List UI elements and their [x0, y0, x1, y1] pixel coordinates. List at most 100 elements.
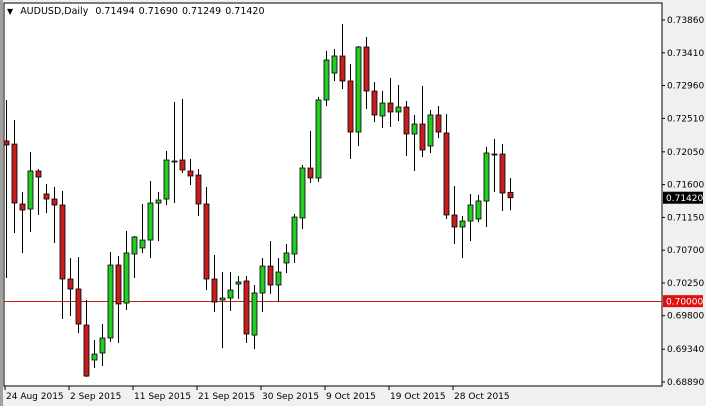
x-tick-label: 24 Aug 2015 — [6, 392, 64, 402]
y-tick-label: 0.72960 — [667, 82, 704, 92]
candle — [323, 51, 330, 107]
candle — [499, 144, 506, 211]
y-tick-label: 0.72050 — [667, 148, 704, 158]
y-tick-label: 0.72510 — [667, 114, 704, 124]
candle — [459, 216, 466, 259]
candles — [3, 24, 514, 378]
y-tick-label: 0.70700 — [667, 246, 704, 256]
bearish-candle-body — [267, 265, 274, 286]
bullish-candle-body — [107, 264, 114, 339]
y-tick-label: 0.73860 — [667, 16, 704, 26]
bearish-candle-body — [43, 193, 50, 200]
candle — [435, 106, 442, 138]
candle — [155, 192, 162, 241]
level-price-label-bg — [663, 295, 703, 308]
candle — [275, 258, 282, 303]
candle — [139, 203, 146, 254]
bullish-candle-body — [283, 252, 290, 264]
current-price-label-bg — [663, 191, 703, 204]
bullish-candle-body — [163, 159, 170, 200]
candle — [443, 114, 450, 219]
y-tick-label: 0.69340 — [667, 345, 704, 355]
x-tick-label: 2 Sep 2015 — [70, 392, 121, 402]
candle — [267, 240, 274, 295]
x-tick-label: 28 Oct 2015 — [454, 392, 510, 402]
candle — [3, 99, 10, 278]
chart-header: ▼ AUDUSD,Daily 0.71494 0.71690 0.71249 0.71… — [7, 6, 269, 17]
candle — [107, 251, 114, 343]
bearish-candle-body — [19, 203, 26, 211]
bearish-candle-body — [403, 106, 410, 135]
current-price-label: 0.71420 — [666, 194, 703, 204]
candle — [51, 187, 58, 244]
bearish-candle-body — [435, 114, 442, 133]
x-tick-label: 9 Oct 2015 — [326, 392, 376, 402]
left-border — [0, 0, 3, 406]
candle — [75, 257, 82, 333]
candle — [507, 178, 514, 211]
candle — [211, 255, 218, 313]
y-tick-label: 0.73410 — [667, 49, 704, 59]
bullish-candle-body — [299, 167, 306, 219]
bearish-candle-body — [387, 102, 394, 113]
y-tick-label: 0.71600 — [667, 181, 704, 191]
bearish-candle-body — [307, 167, 314, 179]
bullish-candle-body — [219, 297, 226, 301]
level-price-label: 0.70000 — [666, 298, 703, 308]
bullish-candle-body — [331, 55, 338, 74]
bullish-candle-body — [139, 239, 146, 249]
bearish-candle-body — [451, 214, 458, 228]
bearish-candle-body — [35, 170, 42, 178]
candle — [283, 243, 290, 274]
x-tick-label: 19 Oct 2015 — [390, 392, 446, 402]
x-tick-label: 30 Sep 2015 — [262, 392, 319, 402]
ohlc-high: 0.71690 — [138, 6, 178, 17]
candle — [307, 131, 314, 184]
dropdown-triangle-icon[interactable]: ▼ — [7, 7, 14, 16]
candle — [331, 48, 338, 81]
candle — [123, 231, 130, 311]
bullish-candle-body — [147, 202, 154, 241]
bearish-candle-body — [195, 174, 202, 205]
candle — [83, 299, 90, 378]
candle — [227, 272, 234, 311]
bearish-candle-body — [499, 153, 506, 194]
candle — [355, 46, 362, 147]
bullish-candle-body — [467, 204, 474, 222]
bearish-candle-body — [203, 203, 210, 280]
candle — [347, 63, 354, 159]
ohlc-close: 0.71420 — [225, 6, 265, 17]
candle — [147, 181, 154, 259]
bullish-candle-body — [355, 46, 362, 133]
bearish-candle-body — [51, 198, 58, 206]
candle — [59, 191, 66, 319]
candle — [363, 36, 370, 110]
candle — [219, 272, 226, 349]
candle — [19, 192, 26, 254]
candle — [35, 169, 42, 215]
bullish-candle-body — [131, 236, 138, 255]
bullish-candle-body — [123, 252, 130, 304]
bearish-candle-body — [211, 278, 218, 303]
y-axis: 0.73860 0.73410 0.72960 0.72510 0.72050 0.716… — [662, 16, 704, 388]
bullish-candle-body — [427, 114, 434, 147]
candle — [387, 77, 394, 127]
candle — [91, 340, 98, 369]
bullish-candle-body — [227, 289, 234, 299]
bearish-candle-body — [59, 204, 66, 280]
candle — [243, 276, 250, 344]
candle — [235, 276, 242, 300]
bearish-candle-body — [83, 324, 90, 377]
candle — [339, 24, 346, 89]
bullish-candle-body — [27, 170, 34, 210]
bullish-candle-body — [395, 106, 402, 113]
bullish-candle-body — [235, 281, 242, 285]
candle — [427, 110, 434, 154]
candle — [179, 99, 186, 174]
y-tick-label: 0.70250 — [667, 279, 704, 289]
bearish-candle-body — [115, 264, 122, 305]
bearish-candle-body — [11, 143, 18, 204]
candle — [187, 158, 194, 185]
